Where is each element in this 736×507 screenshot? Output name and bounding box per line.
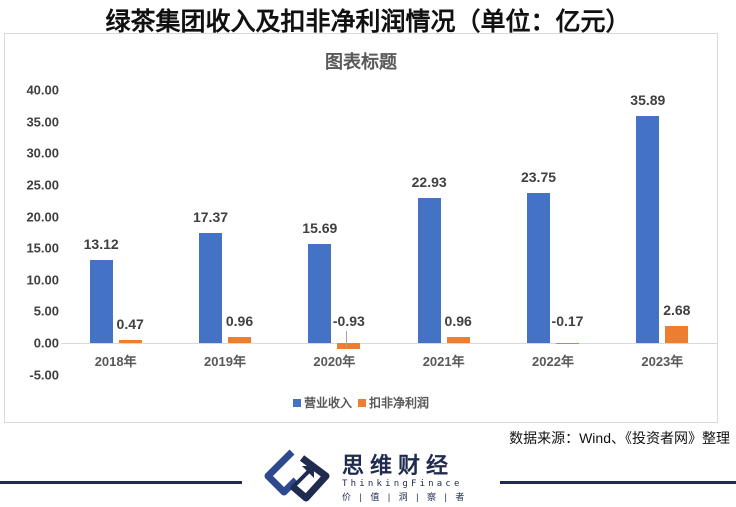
data-label: -0.93: [332, 313, 365, 329]
page-title: 绿茶集团收入及扣非净利润情况（单位：亿元）: [105, 8, 631, 36]
logo-tagline: 价 | 值 | 洞 | 察 | 者: [342, 492, 468, 502]
bar-revenue: [417, 197, 441, 343]
logo-english: ThinkingFinace: [342, 479, 463, 489]
bar-revenue: [199, 233, 222, 343]
y-tick-label: 35.00: [26, 114, 59, 130]
legend-swatch-profit-icon: [358, 398, 366, 407]
x-tick-label: 2023年: [641, 354, 684, 369]
bar-net-profit: [118, 340, 142, 343]
y-tick-label: 25.00: [26, 177, 59, 193]
legend: 营业收入 扣非净利润: [5, 394, 717, 411]
y-tick-label: 15.00: [26, 240, 59, 256]
legend-item-revenue: 营业收入: [292, 394, 352, 411]
data-label: 13.12: [83, 236, 119, 253]
x-tick-label: 2021年: [422, 354, 465, 369]
zero-axis-line: [61, 343, 717, 344]
chart-title: 图表标题: [325, 52, 397, 72]
data-label: 22.93: [411, 173, 447, 190]
data-source-note: 数据来源：Wind、《投资者网》整理: [509, 430, 730, 446]
y-tick-label: 30.00: [26, 145, 59, 161]
y-tick-label: -5.00: [29, 367, 59, 383]
data-label: 17.37: [192, 209, 229, 226]
bar-net-profit: [228, 336, 251, 343]
x-tick-label: 2019年: [204, 354, 246, 369]
x-tick-label: 2018年: [94, 354, 137, 369]
data-label: 2.68: [663, 302, 691, 319]
bar-net-profit: [556, 343, 579, 345]
data-label: 15.69: [302, 219, 338, 236]
data-label: 0.47: [116, 316, 144, 333]
logo-mark-icon: [264, 449, 330, 502]
y-tick-label: 5.00: [33, 303, 59, 319]
y-tick-label: 20.00: [26, 209, 59, 224]
bar-revenue: [308, 243, 332, 343]
label-leader-line: [345, 331, 347, 347]
x-tick-label: 2022年: [532, 354, 574, 369]
brand-logo: 思维财经 ThinkingFinace 价 | 值 | 洞 | 察 | 者: [262, 448, 482, 504]
data-label: -0.17: [551, 313, 584, 329]
legend-item-net-profit: 扣非净利润: [358, 394, 429, 411]
bar-revenue: [636, 115, 660, 343]
data-label: 0.96: [225, 312, 254, 329]
footer-rule-left: [0, 481, 242, 484]
footer-rule-right: [500, 481, 736, 484]
y-tick-label: 10.00: [26, 272, 59, 288]
data-label: 35.89: [630, 91, 666, 108]
bar-net-profit: [337, 343, 361, 349]
logo-name: 思维财经: [342, 453, 455, 478]
bar-revenue: [527, 192, 550, 343]
data-label: 0.96: [444, 312, 472, 329]
x-tick-label: 2020年: [313, 354, 356, 369]
y-tick-label: 0.00: [33, 335, 59, 351]
y-tick-label: 40.00: [26, 82, 59, 98]
legend-label: 营业收入: [303, 396, 352, 410]
data-label: 23.75: [520, 168, 557, 185]
bar-revenue: [89, 260, 113, 343]
chart-area: 图表标题 40.00 35.00 30.00 25.00 20.00 15.00 10.00…: [4, 33, 718, 423]
bar-net-profit: [665, 326, 689, 343]
legend-label: 扣非净利润: [369, 396, 430, 410]
bar-net-profit: [446, 336, 470, 343]
legend-swatch-revenue-icon: [292, 398, 301, 407]
